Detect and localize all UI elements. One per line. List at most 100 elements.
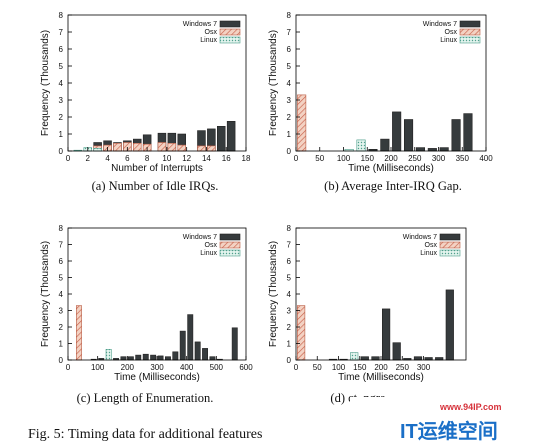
chart-panel: 0 1 2 3 4 5 6 7 8 0 100 200 300 400 500 600 Time (Millis… [40,224,253,405]
bar-windows-7 [157,355,164,361]
x-tick-label: 350 [456,154,470,163]
legend-label: Osx [425,242,438,249]
y-tick-label: 2 [59,323,64,332]
y-tick-label: 4 [287,79,292,88]
x-tick-label: 100 [337,154,351,163]
y-tick-label: 0 [287,356,292,365]
legend-swatch [459,28,481,36]
legend-label: Linux [440,37,457,44]
y-tick-label: 0 [59,356,64,365]
y-tick-label: 5 [287,274,292,283]
bar-windows-7 [165,356,171,361]
panel-caption: (a) Number of Idle IRQs. [92,179,219,193]
bar-windows-7 [142,353,149,361]
x-tick-label: 8 [145,154,150,163]
bar-osx [76,305,82,361]
y-tick-label: 7 [287,28,292,37]
x-tick-label: 150 [361,154,375,163]
y-tick-label: 1 [59,130,64,139]
y-tick-label: 2 [59,113,64,122]
x-tick-label: 200 [384,154,398,163]
y-tick-label: 4 [59,79,64,88]
bar-windows-7 [371,356,380,361]
legend-label: Osx [205,29,218,36]
x-tick-label: 12 [182,154,191,163]
legend-swatch [459,36,481,44]
bar-osx [157,142,167,152]
legend-label: Windows 7 [403,234,437,241]
bar-linux [356,139,366,152]
x-axis-label: Time (Milliseconds) [348,163,434,174]
y-tick-label: 8 [59,11,64,20]
legend-label: Linux [420,250,437,257]
legend-swatch [219,241,241,249]
legend-swatch [219,233,241,241]
y-tick-label: 7 [59,241,64,250]
y-tick-label: 5 [59,62,64,71]
y-tick-label: 4 [59,290,64,299]
bar-windows-7 [135,354,142,361]
legend-swatch [219,28,241,36]
bar-windows-7 [392,342,401,361]
y-tick-label: 6 [287,45,292,54]
x-tick-label: 500 [210,363,224,372]
y-tick-label: 2 [287,113,292,122]
x-tick-label: 200 [121,363,135,372]
y-tick-label: 3 [59,307,64,316]
y-tick-label: 8 [287,11,292,20]
x-tick-label: 400 [479,154,493,163]
legend-swatch [219,36,241,44]
x-tick-label: 150 [353,363,367,372]
bar-windows-7 [231,327,238,361]
x-tick-label: 0 [294,363,299,372]
legend-swatch [439,233,461,241]
bar-windows-7 [403,119,414,152]
x-tick-label: 16 [222,154,231,163]
bar-windows-7 [360,356,369,361]
y-tick-label: 7 [59,28,64,37]
legend-label: Windows 7 [183,21,217,28]
bar-windows-7 [445,289,454,361]
x-axis-label: Number of Interrupts [111,163,203,174]
bar-windows-7 [463,113,473,152]
legend-label: Linux [200,37,217,44]
x-tick-label: 250 [408,154,422,163]
bar-windows-7 [202,348,208,361]
bar-windows-7 [226,121,236,152]
bar-windows-7 [150,354,157,361]
bar-osx [296,305,306,361]
x-tick-label: 300 [432,154,446,163]
y-tick-label: 8 [59,224,64,233]
figure-caption: Fig. 5: Timing data for additional featu… [28,427,262,442]
bar-windows-7 [381,308,391,361]
x-tick-label: 14 [202,154,211,163]
legend-label: Osx [445,29,458,36]
y-tick-label: 3 [59,96,64,105]
y-axis-label: Frequency (Thousands) [268,30,279,136]
x-axis-label: Time (Milliseconds) [338,372,424,383]
x-tick-label: 0 [66,154,71,163]
panel-caption: (c) Length of Enumeration. [77,391,214,405]
x-tick-label: 4 [105,154,110,163]
x-tick-label: 18 [242,154,251,163]
x-tick-label: 600 [239,363,253,372]
x-tick-label: 0 [294,154,299,163]
x-tick-label: 0 [66,363,71,372]
bar-osx [197,145,206,152]
x-tick-label: 400 [180,363,194,372]
legend-label: Windows 7 [423,21,457,28]
y-tick-label: 7 [287,241,292,250]
bar-windows-7 [392,111,402,152]
y-tick-label: 5 [287,62,292,71]
bar-osx [297,94,307,152]
x-tick-label: 300 [417,363,431,372]
bar-windows-7 [120,356,127,361]
bar-windows-7 [217,126,226,152]
legend-swatch [439,249,461,257]
y-tick-label: 0 [59,147,64,156]
y-tick-label: 1 [287,340,292,349]
y-tick-label: 0 [287,147,292,156]
legend-label: Osx [205,242,218,249]
